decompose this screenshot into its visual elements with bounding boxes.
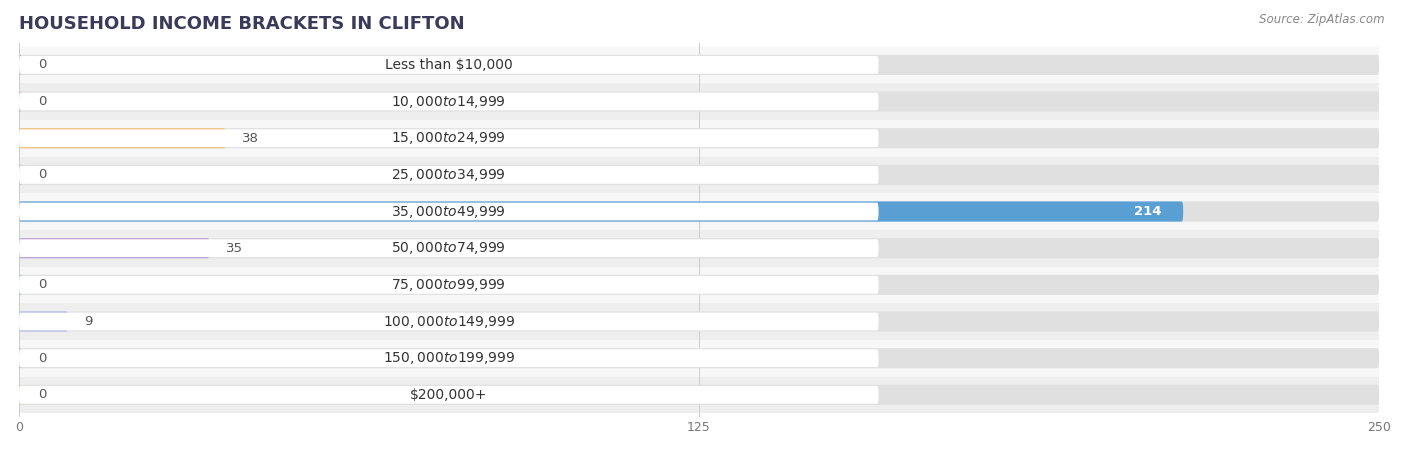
FancyBboxPatch shape: [20, 275, 22, 295]
Text: 0: 0: [38, 58, 46, 71]
FancyBboxPatch shape: [20, 385, 1379, 405]
Text: $200,000+: $200,000+: [411, 388, 488, 402]
Text: 38: 38: [242, 132, 259, 145]
Text: $25,000 to $34,999: $25,000 to $34,999: [391, 167, 506, 183]
Text: HOUSEHOLD INCOME BRACKETS IN CLIFTON: HOUSEHOLD INCOME BRACKETS IN CLIFTON: [20, 15, 464, 33]
FancyBboxPatch shape: [20, 349, 879, 367]
Text: 0: 0: [38, 388, 46, 401]
FancyBboxPatch shape: [20, 386, 879, 404]
FancyBboxPatch shape: [20, 312, 67, 332]
Text: 0: 0: [38, 352, 46, 365]
FancyBboxPatch shape: [20, 202, 1184, 222]
FancyBboxPatch shape: [20, 129, 879, 147]
Text: $35,000 to $49,999: $35,000 to $49,999: [391, 203, 506, 220]
FancyBboxPatch shape: [20, 166, 879, 184]
Bar: [6, 230, 1406, 267]
FancyBboxPatch shape: [20, 55, 1379, 75]
Bar: [6, 267, 1406, 303]
Bar: [6, 377, 1406, 413]
FancyBboxPatch shape: [20, 165, 22, 185]
Bar: [6, 157, 1406, 193]
FancyBboxPatch shape: [20, 92, 879, 110]
Text: 0: 0: [38, 278, 46, 291]
FancyBboxPatch shape: [20, 313, 879, 330]
Text: 0: 0: [38, 95, 46, 108]
FancyBboxPatch shape: [20, 276, 879, 294]
FancyBboxPatch shape: [20, 385, 22, 405]
Text: $150,000 to $199,999: $150,000 to $199,999: [382, 350, 515, 366]
Text: $100,000 to $149,999: $100,000 to $149,999: [382, 313, 515, 330]
FancyBboxPatch shape: [20, 165, 1379, 185]
Text: Source: ZipAtlas.com: Source: ZipAtlas.com: [1260, 13, 1385, 26]
FancyBboxPatch shape: [20, 92, 1379, 112]
Text: 35: 35: [226, 242, 243, 255]
Bar: [6, 120, 1406, 157]
FancyBboxPatch shape: [20, 348, 22, 368]
Bar: [6, 340, 1406, 377]
FancyBboxPatch shape: [20, 312, 1379, 332]
FancyBboxPatch shape: [20, 202, 1379, 222]
Text: $50,000 to $74,999: $50,000 to $74,999: [391, 240, 506, 256]
FancyBboxPatch shape: [20, 238, 209, 258]
FancyBboxPatch shape: [20, 275, 1379, 295]
FancyBboxPatch shape: [20, 239, 879, 257]
FancyBboxPatch shape: [20, 202, 879, 220]
FancyBboxPatch shape: [20, 55, 22, 75]
Bar: [6, 193, 1406, 230]
Bar: [6, 83, 1406, 120]
FancyBboxPatch shape: [20, 128, 226, 148]
Text: 214: 214: [1135, 205, 1161, 218]
Bar: [6, 303, 1406, 340]
FancyBboxPatch shape: [20, 56, 879, 74]
FancyBboxPatch shape: [20, 238, 1379, 258]
Text: 9: 9: [84, 315, 93, 328]
Text: $15,000 to $24,999: $15,000 to $24,999: [391, 130, 506, 146]
Text: Less than $10,000: Less than $10,000: [385, 58, 513, 72]
FancyBboxPatch shape: [20, 128, 1379, 148]
FancyBboxPatch shape: [20, 348, 1379, 368]
Text: $75,000 to $99,999: $75,000 to $99,999: [391, 277, 506, 293]
FancyBboxPatch shape: [20, 92, 22, 112]
Text: 0: 0: [38, 168, 46, 181]
Text: $10,000 to $14,999: $10,000 to $14,999: [391, 93, 506, 110]
Bar: [6, 47, 1406, 83]
